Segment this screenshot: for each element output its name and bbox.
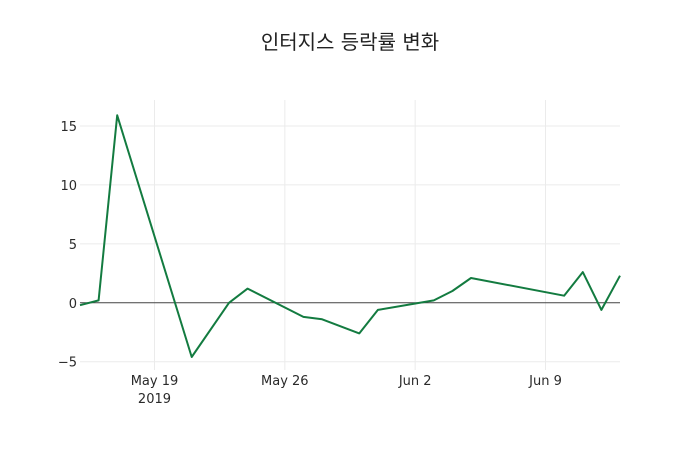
y-axis: −5 0 5 10 15	[58, 120, 77, 371]
chart-title: 인터지스 등락률 변화	[261, 30, 439, 54]
y-gridlines	[80, 125, 620, 363]
rate-change-line[interactable]	[79, 114, 621, 358]
y-tick-label: 5	[69, 238, 77, 253]
y-tick-label: 0	[69, 297, 77, 312]
y-tick-label: 10	[60, 179, 77, 194]
x-axis: May 19 2019 May 26 Jun 2 Jun 9	[131, 374, 562, 407]
x-tick-label: May 19	[131, 374, 179, 389]
y-tick-label: 15	[60, 120, 77, 135]
x-tick-year-label: 2019	[138, 392, 171, 407]
x-tick-label: May 26	[261, 374, 309, 389]
x-tick-label: Jun 2	[398, 374, 432, 389]
plot-area[interactable]	[79, 100, 621, 370]
x-tick-label: Jun 9	[528, 374, 562, 389]
y-tick-label: −5	[58, 356, 77, 371]
